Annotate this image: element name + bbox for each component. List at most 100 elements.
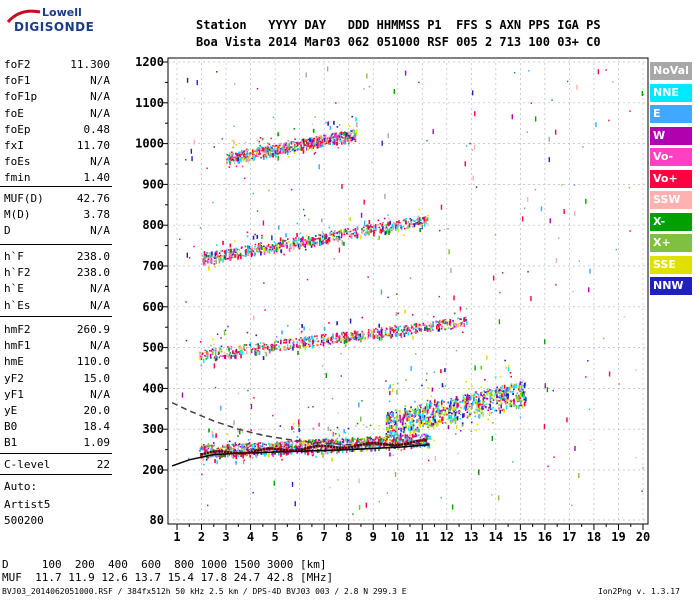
echo-point	[418, 220, 420, 223]
echo-point	[216, 448, 219, 450]
echo-point	[359, 438, 361, 441]
echo-point	[326, 440, 328, 443]
echo-point	[263, 443, 266, 446]
noise-point	[440, 496, 442, 499]
echo-point	[348, 339, 351, 342]
echo-point	[441, 325, 443, 328]
echo-point	[222, 355, 224, 357]
echo-point	[233, 352, 236, 355]
echo-point	[232, 159, 235, 162]
echo-point	[504, 392, 507, 395]
echo-point	[275, 443, 277, 445]
echo-point	[485, 403, 488, 406]
echo-point	[360, 337, 363, 340]
echo-point	[341, 140, 344, 142]
echo-point	[432, 415, 435, 420]
echo-point	[416, 223, 419, 226]
echo-point	[258, 140, 261, 143]
echo-point	[519, 397, 522, 400]
echo-point	[309, 344, 311, 346]
echo-point	[453, 322, 456, 325]
trace-marker	[291, 449, 295, 452]
echo-point	[484, 404, 486, 407]
echo-point	[265, 246, 267, 251]
echo-point	[411, 428, 414, 430]
echo-point	[230, 447, 232, 450]
noise-point	[494, 234, 497, 236]
echo-point	[202, 446, 204, 451]
echo-point	[419, 228, 421, 233]
echo-point	[323, 241, 326, 244]
echo-point	[351, 450, 353, 453]
echo-point	[496, 395, 499, 398]
echo-point	[308, 451, 310, 456]
echo-point	[256, 152, 259, 157]
noise-point	[465, 307, 468, 310]
echo-point	[428, 403, 430, 406]
echo-point	[406, 227, 408, 229]
echo-point	[205, 254, 208, 259]
echo-point	[294, 239, 296, 241]
echo-point	[426, 417, 428, 420]
echo-point	[468, 388, 470, 390]
echo-point	[480, 409, 483, 411]
echo-point	[504, 388, 507, 391]
echo-point	[347, 427, 350, 430]
echo-point	[295, 338, 298, 340]
echo-point	[465, 319, 467, 321]
echo-point	[292, 242, 295, 245]
echo-point	[206, 445, 209, 448]
echo-point	[423, 418, 426, 420]
echo-point	[520, 385, 523, 388]
echo-point	[450, 400, 453, 403]
echo-point	[502, 398, 505, 401]
param-row: foEs N/A	[4, 155, 110, 171]
echo-point	[215, 244, 218, 246]
echo-point	[426, 413, 429, 415]
echo-point	[438, 319, 441, 324]
echo-point	[300, 245, 302, 247]
echo-point	[496, 390, 499, 395]
echo-point	[501, 409, 503, 412]
echo-point	[467, 397, 469, 399]
legend-item: NNW	[650, 277, 692, 295]
echo-point	[405, 331, 407, 333]
echo-point	[347, 337, 349, 342]
param-row: D N/A	[4, 224, 110, 240]
echo-point	[295, 443, 297, 445]
echo-point	[507, 365, 510, 367]
noise-point	[220, 488, 223, 491]
echo-point	[287, 348, 290, 350]
echo-point	[282, 151, 284, 154]
echo-point	[238, 248, 240, 251]
echo-point	[378, 235, 380, 240]
echo-point	[360, 445, 363, 450]
noise-point	[453, 295, 455, 301]
echo-point	[280, 444, 283, 446]
echo-point	[285, 340, 287, 343]
echo-point	[451, 327, 454, 330]
param-name: hmF2	[4, 323, 31, 336]
echo-point	[424, 406, 427, 411]
echo-point	[438, 401, 440, 404]
echo-point	[367, 332, 370, 337]
echo-point	[241, 347, 243, 352]
echo-point	[245, 158, 248, 163]
echo-point	[394, 225, 397, 230]
echo-point	[385, 414, 388, 419]
echo-point	[350, 141, 353, 143]
echo-point	[377, 443, 380, 448]
echo-point	[469, 414, 472, 417]
echo-point	[263, 348, 266, 351]
echo-point	[332, 143, 334, 146]
echo-point	[445, 421, 448, 424]
noise-point	[521, 216, 524, 222]
echo-point	[399, 334, 402, 336]
echo-point	[234, 156, 236, 161]
echo-point	[403, 439, 406, 444]
echo-point	[422, 441, 425, 444]
echo-point	[331, 141, 333, 143]
echo-point	[224, 445, 227, 450]
echo-point	[230, 449, 233, 451]
echo-point	[204, 255, 206, 260]
